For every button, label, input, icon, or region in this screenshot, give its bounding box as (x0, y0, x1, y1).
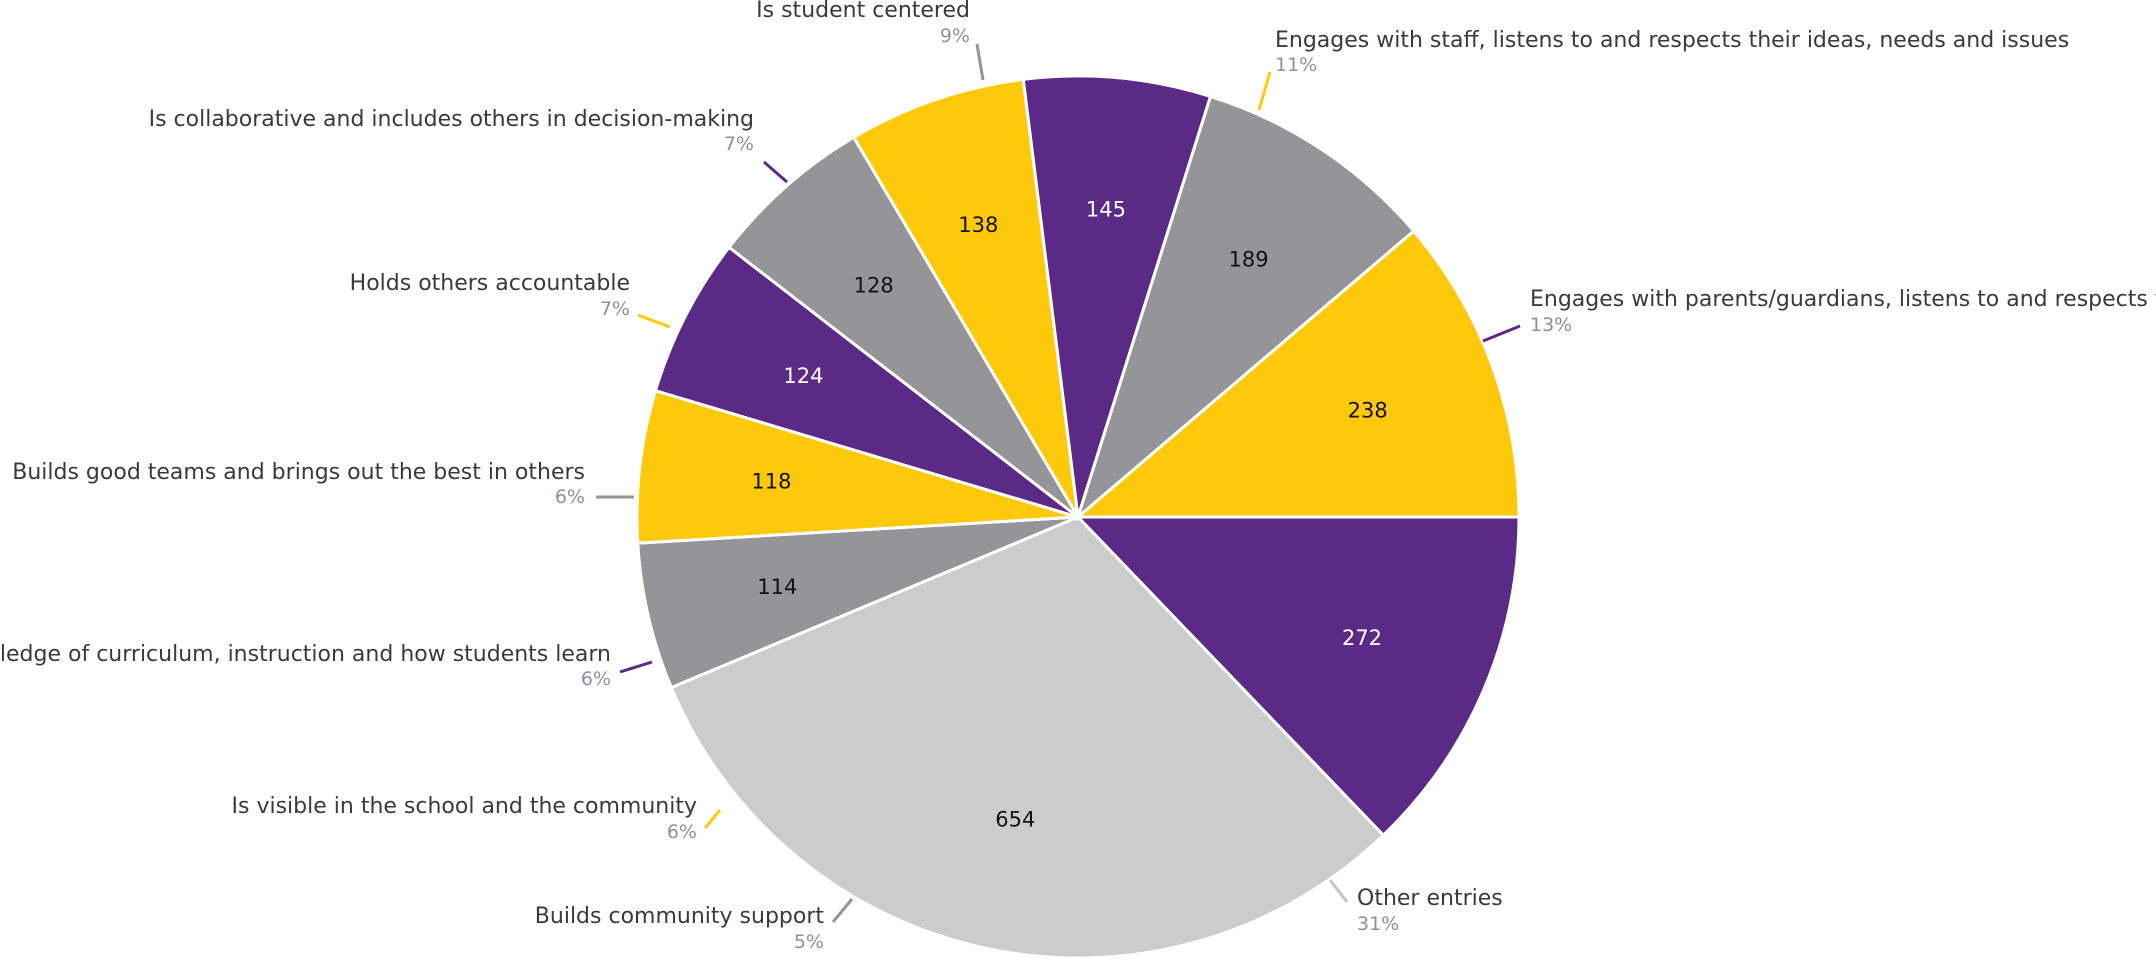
slice-category-label: Builds good teams and brings out the bes… (12, 460, 585, 485)
slice-value-label: 189 (1229, 248, 1269, 272)
leader-line (831, 898, 854, 923)
slice-category-label: Engages with staff, listens to and respe… (1275, 28, 2069, 53)
slice-percent-label: 31% (1357, 913, 1399, 935)
leader-line (1257, 71, 1272, 111)
slice-percent-label: 7% (724, 133, 754, 155)
slice-category-label: wledge of curriculum, instruction and ho… (0, 642, 611, 667)
pie-slice-engages-with-staff-listens-to-and-respec[interactable] (1073, 228, 1521, 519)
leader-line (763, 160, 788, 184)
slice-value-label: 238 (1348, 398, 1388, 422)
slice-category-label: Is visible in the school and the communi… (232, 794, 697, 819)
slice-percent-label: 13% (1530, 314, 1572, 336)
leader-lines (596, 43, 1521, 923)
slice-percent-label: 6% (555, 486, 585, 508)
slice-percent-label: 11% (1275, 54, 1317, 76)
slice-value-label: 145 (1086, 198, 1126, 222)
pie-slice-is-student-centered[interactable] (1075, 94, 1416, 522)
slice-percent-label: 6% (581, 668, 611, 690)
leader-line (1482, 324, 1521, 343)
pie-slice-builds-good-teams-and-brings-out-the-bes[interactable] (726, 135, 1080, 519)
slice-category-label: Holds others accountable (350, 271, 630, 296)
leader-line (1328, 879, 1349, 903)
slice-category-label: Is collaborative and includes others in … (149, 107, 754, 132)
slice-value-label: 138 (958, 213, 998, 237)
leader-line (703, 809, 722, 829)
pie-slice-is-collaborative-and-includes-others-in-[interactable] (1021, 74, 1213, 518)
slice-category-label: Engages with parents/guardians, listens … (1530, 287, 2156, 312)
leader-line (975, 43, 985, 81)
pie-slice-other-entries[interactable] (669, 515, 1386, 959)
slice-percent-label: 9% (940, 25, 970, 47)
slice-value-label: 114 (757, 575, 797, 599)
slice-percent-label: 5% (794, 931, 824, 953)
slice-percent-label: 6% (667, 821, 697, 843)
leader-line (637, 313, 671, 329)
pie-slice-engages-with-parents-guardians-listens-t[interactable] (1074, 515, 1521, 838)
pie-slice-holds-others-accountable[interactable] (851, 77, 1080, 518)
slice-value-label: 128 (854, 274, 894, 298)
slice-value-label: 272 (1342, 626, 1382, 650)
slice-value-label: 124 (783, 364, 823, 388)
slice-category-label: Other entries (1357, 886, 1503, 911)
slice-value-label: 118 (751, 469, 791, 493)
pie-slice-wledge-of-curriculum-instruction-and-how[interactable] (653, 245, 1079, 519)
slice-category-label: Builds community support (535, 904, 825, 929)
slice-value-label: 654 (995, 807, 1035, 831)
pie-slice-is-visible-in-the-school-and-the-communi[interactable] (635, 388, 1079, 545)
slice-percent-label: 7% (600, 298, 630, 320)
leader-line (619, 660, 653, 674)
pie-slice-builds-community-support[interactable] (636, 515, 1079, 690)
pie-slices (635, 74, 1521, 959)
slice-category-label: Is student centered (756, 0, 970, 23)
slice-value-labels: 272 654 114 118 124 128 138 145 189 238 (751, 198, 1387, 832)
